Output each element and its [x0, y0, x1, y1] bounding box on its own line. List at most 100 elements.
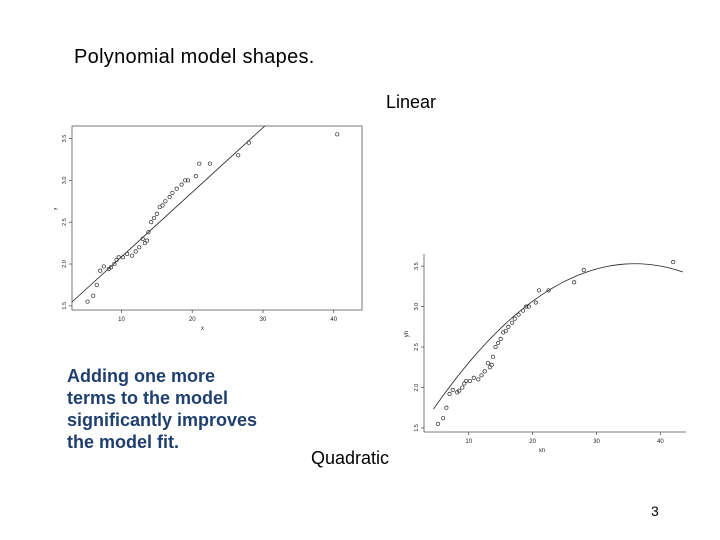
data-point	[526, 304, 531, 309]
data-point	[101, 264, 106, 269]
data-point	[146, 230, 151, 235]
data-point	[167, 195, 172, 200]
data-point	[142, 241, 147, 246]
data-point	[140, 236, 145, 241]
data-point	[533, 300, 538, 305]
data-point	[160, 203, 165, 208]
data-point	[133, 249, 138, 254]
x-tick-label: 10	[118, 317, 125, 323]
data-point	[482, 369, 487, 374]
data-point	[671, 260, 676, 265]
data-point	[510, 320, 515, 325]
linear-label: Linear	[386, 92, 437, 112]
data-point	[524, 304, 529, 309]
data-point	[149, 220, 154, 225]
y-tick-label: 2.5	[62, 218, 68, 226]
data-point	[112, 261, 117, 267]
plot-data-area	[72, 126, 340, 304]
x-tick-label: 40	[330, 317, 337, 323]
x-axis-label: x	[201, 326, 204, 332]
data-point	[457, 388, 462, 393]
data-point	[116, 255, 121, 260]
data-point	[170, 190, 175, 195]
slide-title: Polynomial model shapes.	[74, 46, 315, 68]
data-point	[490, 354, 496, 359]
data-point	[441, 416, 446, 421]
page-number: 3	[651, 503, 659, 519]
data-point	[471, 375, 476, 380]
data-point	[506, 324, 511, 329]
y-tick-label: 3.0	[414, 303, 420, 311]
data-point	[520, 308, 526, 313]
data-point	[114, 257, 119, 262]
plot-data-area	[433, 260, 683, 426]
fit-line	[72, 126, 266, 303]
data-point	[489, 362, 494, 367]
plot-frame	[71, 125, 363, 311]
data-point	[154, 211, 159, 216]
y-tick-label: 1.5	[62, 302, 68, 310]
x-tick-label: 40	[657, 439, 664, 445]
data-point	[85, 299, 90, 304]
data-point	[467, 378, 473, 384]
x-tick-label: 30	[260, 317, 267, 323]
data-point	[447, 391, 452, 397]
data-point	[512, 316, 517, 321]
body-text: Adding one more terms to the model signi…	[67, 366, 258, 452]
data-point	[487, 365, 492, 370]
data-point	[581, 268, 586, 273]
y-tick-label: 2.5	[414, 343, 420, 351]
data-point	[98, 268, 103, 273]
data-point	[207, 161, 212, 166]
x-tick-label: 10	[465, 439, 472, 445]
data-point	[94, 282, 99, 287]
fit-curve	[433, 263, 683, 410]
data-point	[450, 387, 455, 392]
data-point	[151, 215, 157, 221]
data-point	[163, 199, 168, 204]
x-tick-label: 20	[189, 317, 196, 323]
data-point	[444, 405, 449, 410]
y-tick-label: 1.5	[414, 424, 420, 432]
y-tick-label: 2.0	[414, 384, 420, 392]
data-point	[144, 238, 150, 243]
quadratic-label: Quadratic	[311, 448, 390, 468]
y-axis-label: yn	[404, 331, 410, 337]
y-tick-label: 3.5	[414, 262, 420, 270]
data-point	[476, 377, 481, 382]
data-point	[335, 132, 340, 137]
data-point	[462, 381, 467, 386]
linear-plot: 10 20 30 40 1.5 2.0 2.5 3.0 3.5 x y	[54, 125, 363, 332]
data-point	[91, 293, 96, 298]
data-point	[436, 421, 441, 426]
data-point	[503, 328, 508, 333]
x-tick-label: 20	[529, 439, 536, 445]
data-point	[572, 280, 577, 285]
data-point	[546, 288, 551, 293]
data-point	[516, 312, 521, 317]
quadratic-plot: 10 20 30 40 1.5 2.0 2.5 3.0 3.5 xn yn	[404, 254, 686, 454]
data-point	[179, 182, 184, 187]
data-point	[496, 340, 501, 346]
data-point	[193, 174, 198, 179]
x-axis-label: xn	[539, 448, 545, 454]
data-point	[246, 140, 251, 145]
data-point	[485, 361, 490, 366]
data-point	[174, 186, 179, 191]
data-point	[120, 255, 125, 260]
y-tick-label: 3.5	[62, 135, 68, 143]
y-tick-label: 2.0	[62, 260, 68, 268]
data-point	[493, 344, 498, 350]
data-point	[197, 161, 202, 166]
data-point	[464, 378, 469, 384]
y-axis-label: y	[54, 207, 58, 210]
data-point	[185, 178, 191, 183]
data-point	[108, 265, 113, 270]
y-tick-label: 3.0	[62, 177, 68, 185]
data-point	[498, 336, 503, 342]
data-point	[130, 253, 135, 258]
data-point	[125, 251, 130, 257]
data-point	[236, 153, 241, 158]
data-point	[479, 373, 484, 378]
x-tick-label: 30	[593, 439, 600, 445]
